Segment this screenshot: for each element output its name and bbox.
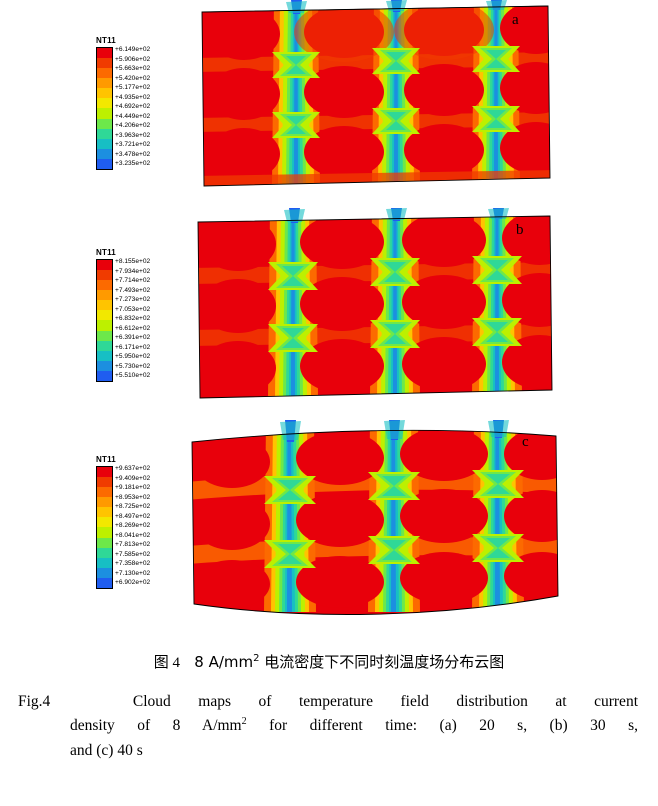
legend-b: NT11 +8.155e+02 [96, 248, 150, 382]
legend-value: +7.813e+02 [115, 541, 151, 549]
legend-body-c: +9.637e+02 +9.409e+02 +9.181e+02 +8.953e… [96, 465, 151, 589]
legend-value: +6.902e+02 [115, 579, 151, 587]
legend-title-c: NT11 [96, 455, 116, 464]
caption-cn-post: 电流密度下不同时刻温度场分布云图 [264, 653, 505, 671]
legend-value: +9.637e+02 [115, 465, 151, 472]
panel-c: NT11 +9.637e+02 [0, 420, 658, 626]
legend-value: +8.269e+02 [115, 522, 151, 530]
panel-b: NT11 +8.155e+02 [0, 208, 658, 412]
legend-value: +7.714e+02 [115, 277, 151, 285]
legend-value: +8.725e+02 [115, 503, 151, 511]
legend-value: +7.358e+02 [115, 560, 151, 568]
caption-cn-sup: 2 [253, 653, 260, 664]
legend-value: +3.478e+02 [115, 150, 151, 158]
legend-value: +7.273e+02 [115, 296, 151, 304]
legend-colorbar-b [96, 259, 113, 382]
legend-value: +5.177e+02 [115, 84, 151, 92]
caption-en-line2: density of 8 A/mm2 for different time: (… [10, 714, 650, 739]
legend-colorbar-c [96, 466, 113, 589]
legend-value: +7.493e+02 [115, 286, 151, 294]
legend-value: +8.953e+02 [115, 493, 151, 501]
caption-en-line1: Fig.4 Cloud maps of temperature field di… [10, 690, 650, 714]
caption-en-line1-text: Cloud maps of temperature field distribu… [132, 693, 638, 710]
legend-value: +3.235e+02 [115, 160, 151, 168]
legend-value: +4.692e+02 [115, 103, 151, 111]
legend-value: +7.053e+02 [115, 305, 151, 313]
caption-en-line2-post: for different time: (a) 20 s, (b) 30 s, [246, 717, 638, 735]
legend-labels-a: +6.149e+02 +5.906e+02 +5.663e+02 +5.420e… [115, 46, 151, 168]
legend-value: +6.391e+02 [115, 334, 151, 342]
legend-c: NT11 +9.637e+02 [96, 455, 150, 589]
legend-body-b: +8.155e+02 +7.934e+02 +7.714e+02 +7.493e… [96, 258, 151, 382]
panel-a: NT11 +6.149e+02 [0, 0, 658, 200]
caption-en-line2-pre: density of 8 A/mm [70, 717, 242, 735]
legend-labels-c: +9.637e+02 +9.409e+02 +9.181e+02 +8.953e… [115, 465, 151, 587]
legend-value: +7.934e+02 [115, 267, 151, 275]
legend-value: +8.155e+02 [115, 258, 151, 265]
legend-value: +4.449e+02 [115, 112, 151, 120]
contour-plot-a [196, 0, 556, 196]
legend-value: +8.041e+02 [115, 531, 151, 539]
legend-value: +6.171e+02 [115, 343, 151, 351]
legend-value: +8.497e+02 [115, 512, 151, 520]
caption-cn-label: 图 4 [153, 655, 180, 671]
legend-a: NT11 +6.149e+02 [96, 36, 150, 170]
legend-colorbar-a [96, 47, 113, 170]
legend-value: +9.181e+02 [115, 484, 151, 492]
legend-title-a: NT11 [96, 36, 116, 45]
contour-plot-b [192, 208, 558, 408]
legend-labels-b: +8.155e+02 +7.934e+02 +7.714e+02 +7.493e… [115, 258, 151, 380]
legend-value: +5.510e+02 [115, 372, 151, 380]
legend-value: +5.906e+02 [115, 55, 151, 63]
legend-value: +3.721e+02 [115, 141, 151, 149]
legend-value: +7.585e+02 [115, 550, 151, 558]
legend-value: +4.206e+02 [115, 122, 151, 130]
legend-value: +9.409e+02 [115, 474, 151, 482]
legend-value: +5.730e+02 [115, 362, 151, 370]
legend-value: +3.963e+02 [115, 131, 151, 139]
legend-value: +5.420e+02 [115, 74, 151, 82]
panel-label-a: a [512, 12, 519, 28]
caption-en-label: Fig.4 [18, 693, 51, 710]
caption-en-line3: and (c) 40 s [70, 742, 143, 760]
caption-english: Fig.4 Cloud maps of temperature field di… [10, 690, 650, 764]
legend-value: +7.130e+02 [115, 569, 151, 577]
caption-en-line2-sup: 2 [241, 716, 247, 728]
legend-value: +4.935e+02 [115, 93, 151, 101]
panel-label-b: b [516, 222, 524, 238]
legend-body-a: +6.149e+02 +5.906e+02 +5.663e+02 +5.420e… [96, 46, 151, 170]
legend-value: +6.612e+02 [115, 324, 151, 332]
legend-title-b: NT11 [96, 248, 116, 257]
legend-value: +6.149e+02 [115, 46, 151, 53]
contour-plot-c [186, 420, 562, 622]
panel-label-c: c [522, 434, 529, 450]
legend-value: +5.950e+02 [115, 353, 151, 361]
caption-chinese: 图 4 8 A/mm2 电流密度下不同时刻温度场分布云图 [0, 653, 658, 672]
legend-value: +5.663e+02 [115, 65, 151, 73]
caption-cn-pre: 8 A/mm [194, 653, 254, 671]
legend-value: +6.832e+02 [115, 315, 151, 323]
